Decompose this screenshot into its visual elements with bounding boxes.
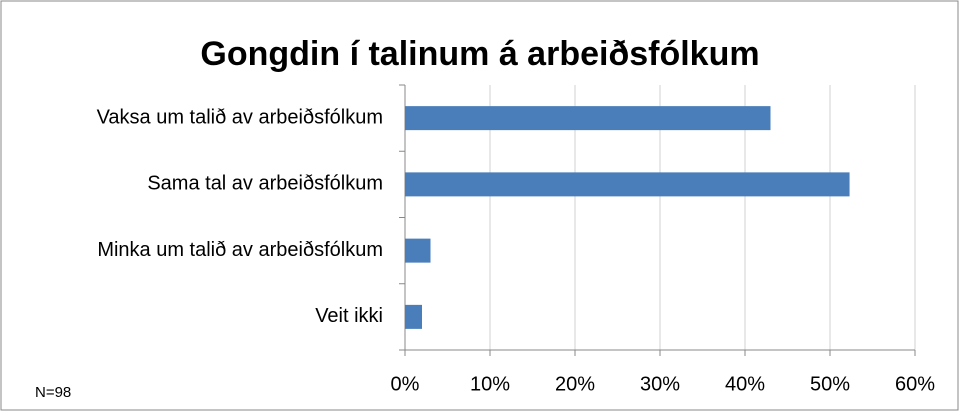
x-tick-label: 30% xyxy=(640,373,680,395)
y-tick-label: Minka um talið av arbeiðsfólkum xyxy=(97,239,383,261)
x-tick-label: 20% xyxy=(555,373,595,395)
y-tick-label: Vaksa um talið av arbeiðsfólkum xyxy=(97,106,383,128)
annotation: N=98 xyxy=(35,384,71,401)
x-tick-label: 50% xyxy=(810,373,850,395)
y-tick-label: Sama tal av arbeiðsfólkum xyxy=(147,173,383,195)
bar xyxy=(405,238,431,263)
chart-title: Gongdin í talinum á arbeiðsfólkum xyxy=(200,35,759,73)
x-tick-label: 60% xyxy=(895,373,935,395)
bar xyxy=(405,106,771,131)
y-tick-label: Veit ikki xyxy=(315,305,383,327)
x-tick-label: 10% xyxy=(470,373,510,395)
x-tick-label: 40% xyxy=(725,373,765,395)
bar xyxy=(405,172,850,197)
bar xyxy=(405,304,422,329)
x-tick-label: 0% xyxy=(391,373,420,395)
